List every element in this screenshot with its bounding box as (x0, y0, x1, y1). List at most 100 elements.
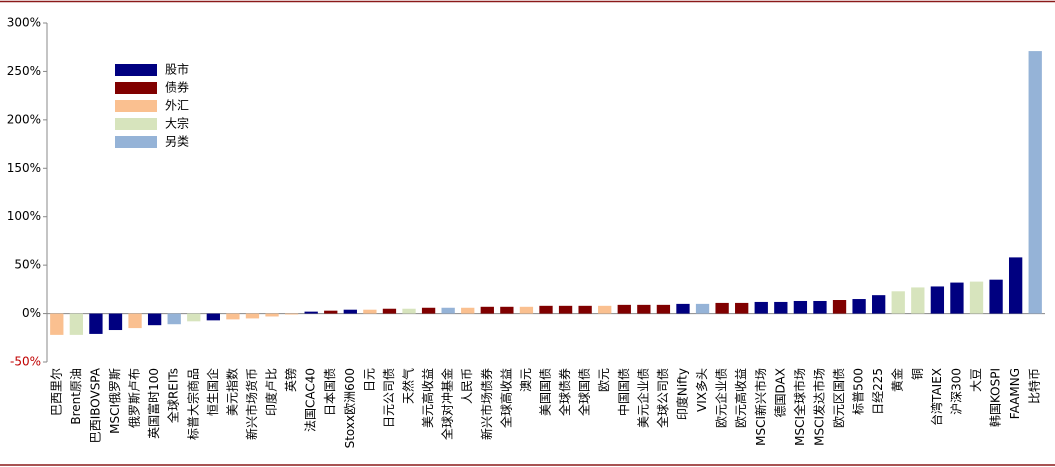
x-tick-label: 美元高收益 (420, 368, 435, 428)
bar (656, 304, 671, 314)
bar (461, 307, 475, 314)
bar (187, 313, 201, 322)
x-tick-label: 巴西IBOVSPA (88, 367, 102, 443)
x-tick-label: MSCI全球市场 (792, 368, 807, 446)
bar (774, 301, 788, 314)
bar (265, 313, 279, 317)
bar (421, 307, 436, 314)
bar (558, 305, 573, 314)
x-tick-label: 日元 (362, 368, 376, 392)
x-tick-label: 美国国债 (539, 368, 553, 416)
y-tick-label: 200% (7, 112, 41, 126)
bar (676, 303, 690, 314)
legend-label: 外汇 (165, 99, 189, 113)
bar (108, 313, 123, 331)
x-tick-label: Stoxx欧洲600 (343, 368, 357, 448)
bar (930, 286, 945, 314)
x-tick-label: 人民币 (460, 368, 474, 404)
x-tick-label: 俄罗斯卢布 (127, 368, 142, 428)
bar (89, 313, 103, 334)
x-tick-label: 恒生国企 (205, 368, 220, 416)
bar (147, 313, 162, 326)
x-tick-label: FAAMNG (1008, 368, 1022, 419)
bar (617, 304, 631, 314)
bar (598, 305, 612, 314)
y-tick-label: 150% (7, 161, 41, 175)
legend-swatch (115, 136, 157, 148)
bar (480, 306, 494, 314)
bar (324, 310, 338, 314)
bar (793, 300, 808, 314)
legend-label: 股市 (165, 62, 189, 77)
x-tick-label: MSCI新兴市场 (753, 368, 768, 446)
x-tick-label: VIX多头 (695, 368, 709, 412)
legend-swatch (115, 64, 157, 76)
x-tick-label: MSCI发达市场 (811, 368, 826, 446)
bar (284, 313, 299, 315)
x-tick-label: 全球债券 (557, 368, 572, 416)
x-tick-label: 天然气 (401, 368, 416, 404)
bar (50, 313, 64, 335)
bar (578, 305, 592, 314)
x-tick-label: 黄金 (890, 368, 905, 392)
y-tick-label: 0% (22, 306, 41, 320)
y-tick-label: -50% (10, 355, 41, 369)
bar (969, 281, 984, 314)
bar (69, 313, 84, 335)
x-tick-label: 巴西里尔 (48, 368, 63, 416)
x-tick-label: 台湾TAIEX (929, 368, 944, 426)
bar (852, 299, 866, 314)
bar (539, 305, 553, 314)
bar (500, 306, 514, 314)
bar (989, 279, 1003, 314)
bar (832, 300, 847, 314)
legend-label: 大宗 (165, 116, 189, 131)
bar (1008, 257, 1023, 314)
bar (382, 308, 397, 314)
bar (872, 295, 886, 314)
x-tick-label: 日本国债 (323, 368, 337, 416)
bar (128, 313, 142, 329)
bar (754, 301, 768, 314)
legend-swatch (115, 118, 157, 130)
bar (891, 291, 905, 314)
x-tick-label: 全球高收益 (498, 368, 513, 428)
y-tick-label: 300% (7, 16, 41, 30)
x-tick-label: 全球国债 (577, 368, 592, 416)
x-tick-label: 德国DAX (772, 368, 787, 417)
bar (167, 313, 181, 325)
y-tick-label: 250% (7, 64, 41, 78)
bar (402, 308, 416, 314)
x-tick-label: 法国CAC40 (304, 368, 318, 432)
bar (343, 309, 357, 314)
x-tick-label: 中国国债 (616, 368, 631, 416)
x-tick-label: 欧元高收益 (733, 368, 748, 428)
x-tick-label: 美元指数 (224, 368, 239, 416)
bar (637, 304, 651, 314)
x-tick-label: 英国富时100 (146, 368, 161, 439)
legend-label: 债券 (165, 80, 189, 95)
x-tick-label: 全球REITs (166, 368, 181, 423)
x-tick-label: 日元公司债 (382, 368, 396, 428)
bar (206, 313, 220, 321)
x-tick-label: 沪深300 (949, 368, 963, 415)
bar (715, 302, 729, 314)
x-tick-label: 全球对冲基金 (440, 368, 455, 440)
bar (441, 307, 455, 314)
x-tick-label: 全球公司债 (655, 368, 670, 428)
bar (363, 309, 377, 314)
bar (950, 282, 964, 314)
legend-swatch (115, 100, 157, 112)
legend-label: 另类 (165, 135, 189, 149)
x-tick-label: 新兴市场货币 (244, 368, 259, 440)
x-tick-label: 美元企业债 (635, 368, 650, 428)
x-tick-label: 标普大宗商品 (185, 368, 200, 440)
x-tick-label: MSCI俄罗斯 (108, 368, 122, 434)
x-tick-label: 标普500 (852, 368, 866, 415)
bar (226, 313, 240, 320)
x-tick-label: 大豆 (969, 368, 983, 392)
bar (911, 287, 925, 314)
bar (735, 302, 749, 314)
x-tick-label: 印度卢比 (264, 368, 279, 416)
legend-swatch (115, 82, 157, 94)
